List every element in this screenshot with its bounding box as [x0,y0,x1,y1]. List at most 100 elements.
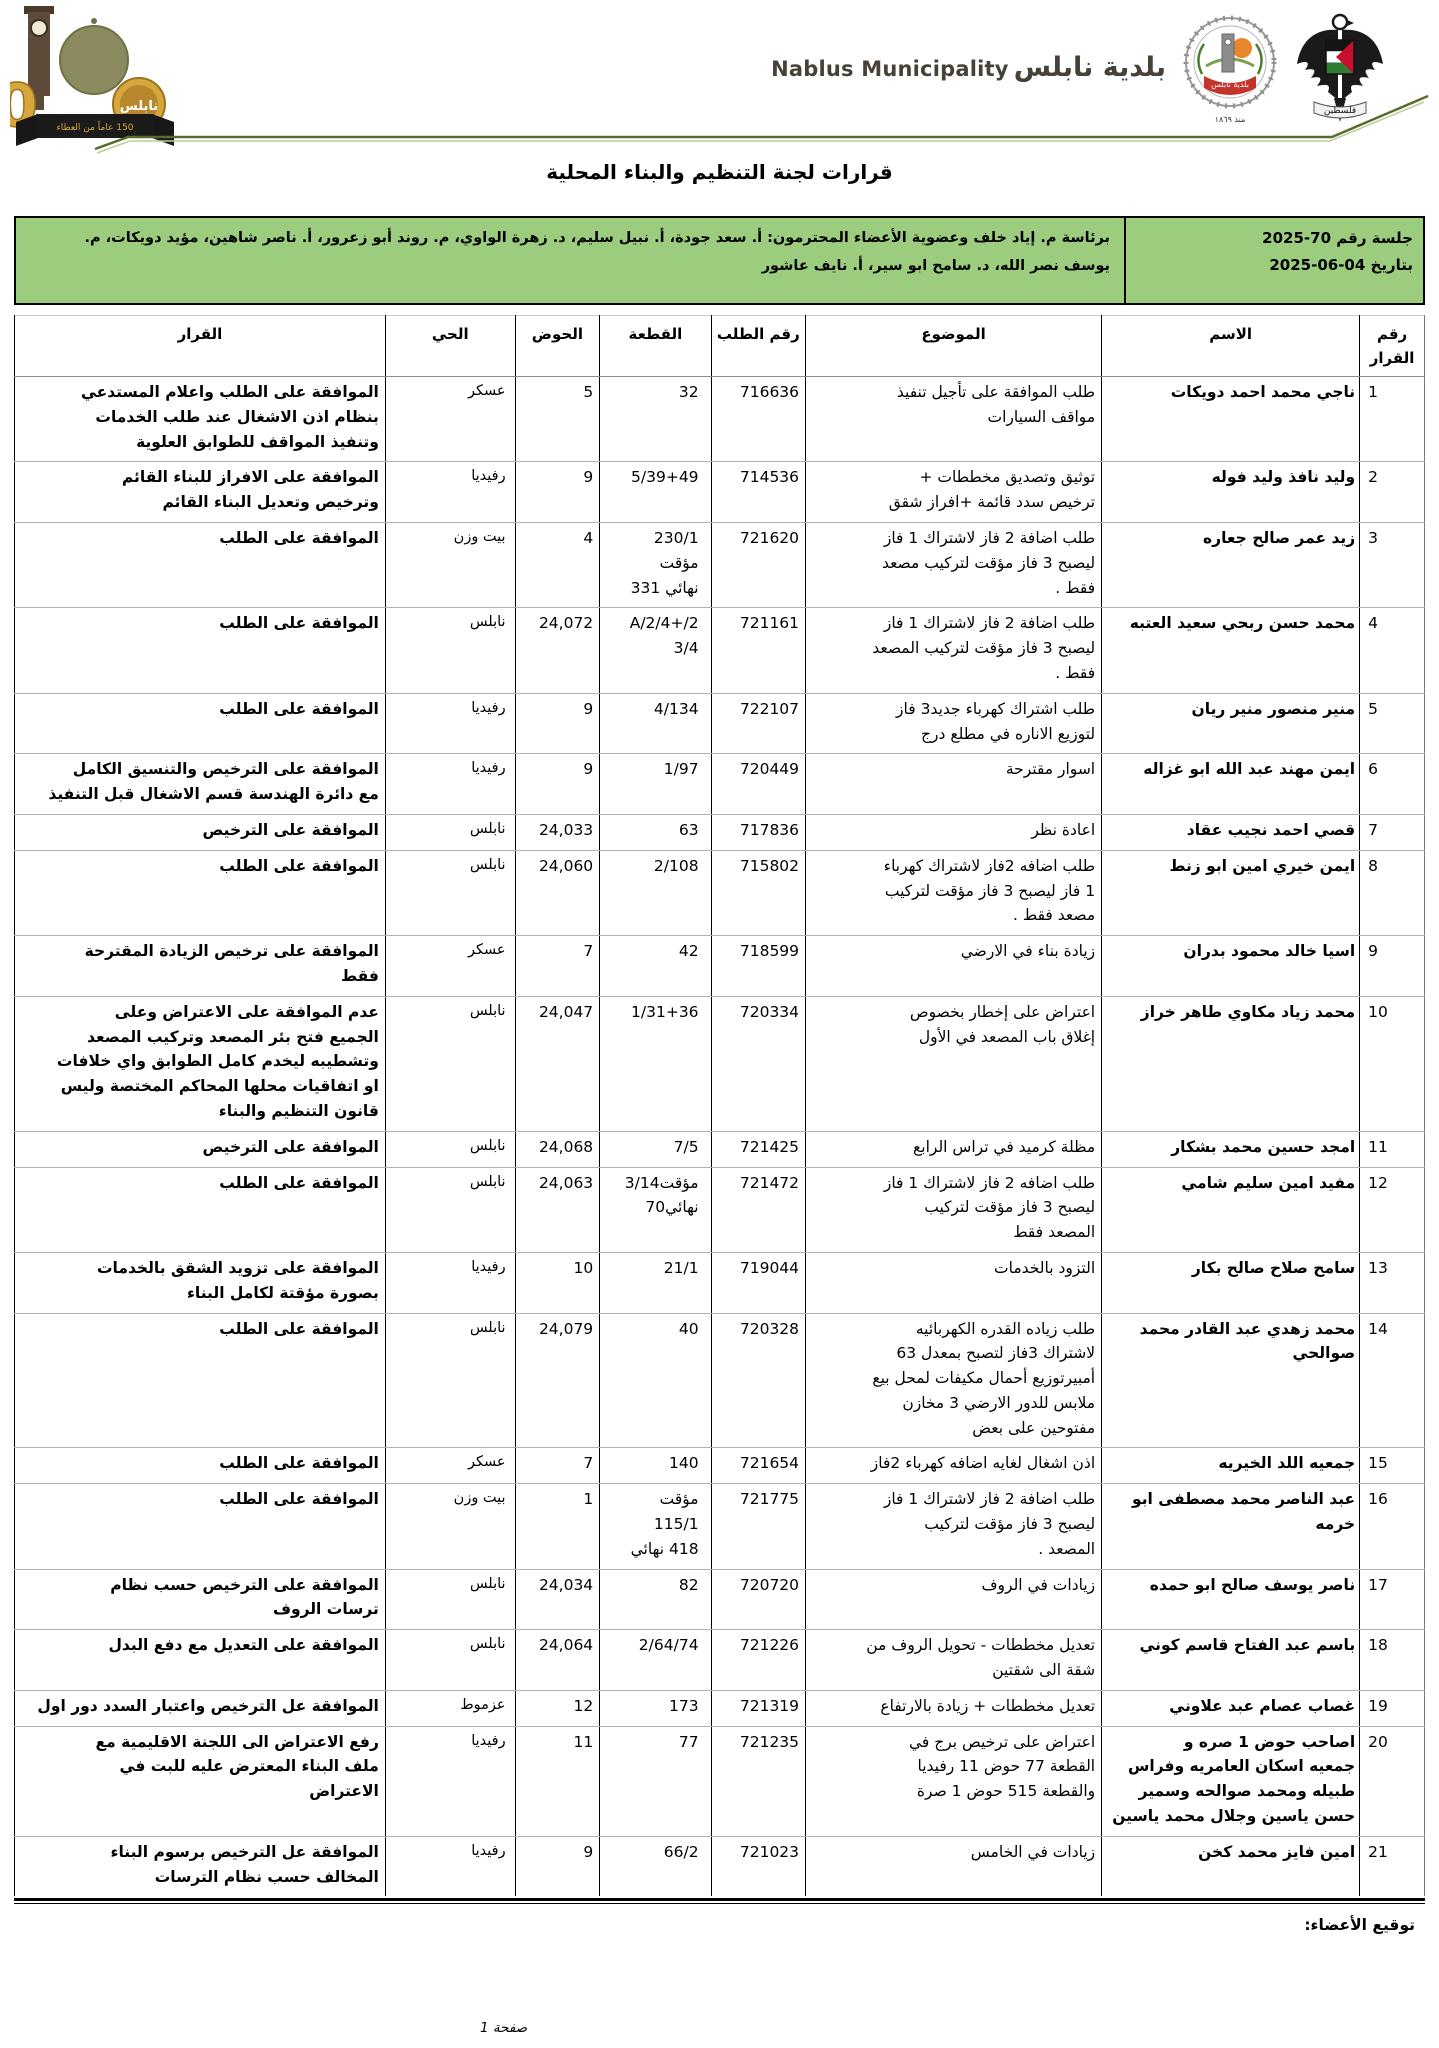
header-district: الحي [384,315,516,377]
table-row: 2 وليد نافذ وليد فوله توثيق وتصديق مخططا… [14,461,1425,523]
cell-basin: 11 [514,1726,600,1837]
cell-request-number: 721023 [710,1836,806,1897]
header-plot: القطعة [599,315,712,377]
cell-decision: عدم الموافقة على الاعتراض وعلى الجميع فت… [14,996,386,1132]
cell-applicant-name: منير منصور منير ريان [1101,693,1360,755]
cell-plot: 63 [599,814,712,851]
header-decision-number: رقم القرار [1359,315,1425,377]
cell-applicant-name: مفيد امين سليم شامي [1101,1167,1360,1253]
cell-decision: الموافقة على الطلب [14,522,386,609]
cell-request-number: 721654 [710,1447,806,1485]
cell-basin: 1 [514,1483,600,1570]
municipal-seal-icon: بلدية نابلس منذ ١٨٦٩ [1178,14,1282,130]
table-row: 18 باسم عبد الفتاح قاسم كوني تعديل مخططا… [14,1629,1425,1691]
cell-decision: الموافقة على الطلب [14,850,386,937]
cell-plot: A/2/4+/2 3/4 [599,607,712,694]
cell-subject: طلب اضافة 2 فاز لاشتراك 1 فاز ليصبح 3 فا… [805,522,1102,609]
ribbon-text: 150 عاماً من العطاء [56,120,133,133]
cell-decision-number: 5 [1359,693,1425,755]
cell-plot: 40 [599,1313,712,1449]
cell-plot: 21/1 [599,1252,712,1314]
cell-request-number: 721620 [710,522,806,609]
session-box: جلسة رقم 70-2025 بتاريخ 04-06-2025 برئاس… [14,216,1425,305]
cell-district: رفيديا [384,1252,516,1314]
header-subject: الموضوع [805,315,1102,377]
table-row: 10 محمد زياد مكاوي طاهر خراز اعتراض على … [14,996,1425,1132]
cell-subject: طلب زياده القدره الكهربائيه لاشتراك 3فاز… [805,1313,1102,1449]
cell-subject: اعادة نظر [805,814,1102,851]
cell-basin: 24,033 [514,814,600,851]
cell-request-number: 719044 [710,1252,806,1314]
cell-decision-number: 15 [1359,1447,1425,1485]
session-date: بتاريخ 04-06-2025 [1269,256,1413,274]
cell-district: رفيديا [384,693,516,755]
cell-plot: 5/39+49 [599,461,712,523]
cell-district: نابلس [384,1131,516,1168]
cell-plot: 66/2 [599,1836,712,1897]
cell-request-number: 714536 [710,461,806,523]
session-number: جلسة رقم 70-2025 [1262,229,1413,247]
flag-shield-icon [1325,39,1355,75]
cell-applicant-name: ناصر يوسف صالح ابو حمده [1101,1569,1360,1631]
cell-applicant-name: ايمن مهند عبد الله ابو غزاله [1101,753,1360,815]
table-row: 13 سامح صلاح صالح بكار التزود بالخدمات 7… [14,1252,1425,1314]
page-title: قرارات لجنة التنظيم والبناء المحلية [546,160,893,184]
cell-subject: طلب الموافقة على تأجيل تنفيذ مواقف السيا… [805,376,1102,463]
cell-subject: طلب اضافة 2 فاز لاشتراك 1 فاز ليصبح 3 فا… [805,1483,1102,1570]
table-row: 11 امجد حسين محمد بشكار مظلة كرميد في تر… [14,1131,1425,1168]
cell-applicant-name: وليد نافذ وليد فوله [1101,461,1360,523]
cell-applicant-name: امين فايز محمد كخن [1101,1836,1360,1897]
cell-subject: طلب اضافة 2 فاز لاشتراك 1 فاز ليصبح 3 فا… [805,607,1102,694]
cell-district: رفيديا [384,461,516,523]
cell-decision: الموافقة على الطلب [14,607,386,694]
table-header-row: رقم القرار الاسم الموضوع رقم الطلب القطع… [14,315,1425,377]
table-row: 5 منير منصور منير ريان طلب اشتراك كهرباء… [14,693,1425,755]
cell-decision: الموافقة على ترخيص الزيادة المقترحة فقط [14,935,386,997]
cell-decision-number: 11 [1359,1131,1425,1168]
cell-basin: 9 [514,753,600,815]
cell-request-number: 718599 [710,935,806,997]
cell-decision: الموافقة على الترخيص حسب نظام ترسات الرو… [14,1569,386,1631]
table-row: 19 غصاب عصام عبد علاوني تعديل مخططات + ز… [14,1690,1425,1727]
page-header: 150 نابلس 150 عاماً من العطاء بلدية نابل… [0,0,1439,216]
cell-subject: اعتراض على إخطار بخصوص إغلاق باب المصعد … [805,996,1102,1132]
sun-icon [1232,38,1252,58]
cell-subject: تعديل مخططات - تحويل الروف من شقة الى شق… [805,1629,1102,1691]
header-name: الاسم [1101,315,1360,377]
palestine-eagle-emblem-icon: فلسطين [1288,10,1392,132]
header-request-number: رقم الطلب [710,315,806,377]
cell-decision-number: 19 [1359,1690,1425,1727]
cell-district: نابلس [384,996,516,1132]
clock-tower-icon [24,6,54,110]
cell-request-number: 722107 [710,693,806,755]
cell-district: نابلس [384,1569,516,1631]
ribbon-banner-icon: 150 عاماً من العطاء [16,114,174,146]
seal-city-text: بلدية نابلس [1211,80,1249,89]
cell-basin: 12 [514,1690,600,1727]
cell-decision-number: 1 [1359,376,1425,463]
session-meta: جلسة رقم 70-2025 بتاريخ 04-06-2025 [1124,218,1423,303]
cell-applicant-name: اسيا خالد محمود بدران [1101,935,1360,997]
cell-decision: الموافقة على الترخيص والتنسيق الكامل مع … [14,753,386,815]
cell-subject: طلب اضافه 2 فاز لاشتراك 1 فاز ليصبح 3 فا… [805,1167,1102,1253]
table-row: 7 قصي احمد نجيب عقاد اعادة نظر 717836 63… [14,814,1425,851]
cell-decision: الموافقة على الطلب واعلام المستدعي بنظام… [14,376,386,463]
seal-caption: منذ ١٨٦٩ [1215,115,1246,124]
cell-basin: 7 [514,935,600,997]
cell-district: عسكر [384,376,516,463]
cell-applicant-name: ناجي محمد احمد دويكات [1101,376,1360,463]
table-row: 12 مفيد امين سليم شامي طلب اضافه 2 فاز ل… [14,1167,1425,1253]
cell-request-number: 720449 [710,753,806,815]
cell-district: بيت وزن [384,1483,516,1570]
session-attendees: برئاسة م. إياد خلف وعضوية الأعضاء المحتر… [84,230,1110,274]
cell-decision: الموافقة على الترخيص [14,1131,386,1168]
cell-basin: 24,064 [514,1629,600,1691]
cell-decision: الموافقة على الطلب [14,1447,386,1485]
cell-decision: الموافقة على تزويد الشقق بالخدمات بصورة … [14,1252,386,1314]
eagle-caption: فلسطين [1324,106,1356,116]
cell-decision-number: 20 [1359,1726,1425,1837]
cell-plot: 230/1 مؤقت نهائي 331 [599,522,712,609]
cell-decision-number: 9 [1359,935,1425,997]
cell-subject: توثيق وتصديق مخططات + ترخيص سدد قائمة +ا… [805,461,1102,523]
cell-basin: 24,079 [514,1313,600,1449]
